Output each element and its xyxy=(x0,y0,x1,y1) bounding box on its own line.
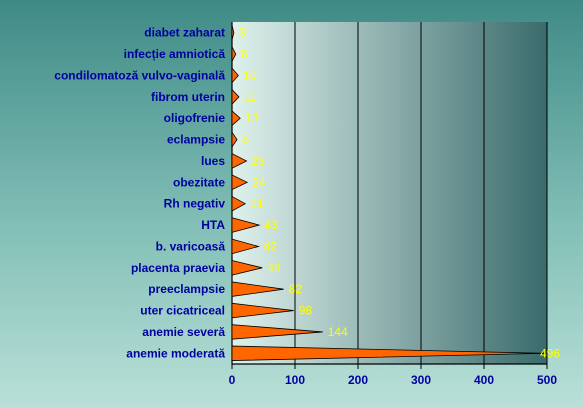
x-tick-label: 300 xyxy=(411,373,431,387)
bar xyxy=(231,67,239,84)
x-tick-label: 500 xyxy=(537,373,557,387)
value-label: 11 xyxy=(244,90,257,104)
category-label: condilomatoză vulvo-vaginală xyxy=(54,68,225,82)
value-label: 496 xyxy=(540,346,560,360)
plot-area xyxy=(232,22,547,364)
value-label: 82 xyxy=(289,282,303,296)
category-label: diabet zaharat xyxy=(144,26,225,40)
bar xyxy=(231,46,237,62)
value-label: 6 xyxy=(241,47,248,61)
bar xyxy=(231,217,261,233)
category-label: b. varicoasă xyxy=(156,239,226,253)
bar xyxy=(231,281,284,297)
bar xyxy=(231,238,260,255)
x-tick-label: 0 xyxy=(229,373,236,387)
category-label: uter cicatriceal xyxy=(140,304,225,318)
category-label: oligofrenie xyxy=(164,111,226,125)
bar xyxy=(231,88,240,106)
value-label: 23 xyxy=(251,154,265,168)
category-label: eclampsie xyxy=(167,133,225,147)
value-label: 13 xyxy=(245,111,259,125)
value-label: 42 xyxy=(263,239,277,253)
bar-series xyxy=(231,25,545,361)
x-tick-label: 400 xyxy=(474,373,494,387)
value-label: 3 xyxy=(239,26,246,40)
bar xyxy=(231,110,241,127)
bar xyxy=(231,302,294,319)
category-labels: diabet zaharat infecție amniotică condilom… xyxy=(54,26,225,361)
bar xyxy=(231,25,235,41)
category-label: fibrom uterin xyxy=(151,90,225,104)
bar xyxy=(231,174,249,191)
value-label: 48 xyxy=(267,261,281,275)
x-tick-labels: 0 100 200 300 400 500 xyxy=(229,373,558,387)
value-label: 10 xyxy=(243,68,257,82)
value-label: 43 xyxy=(264,218,278,232)
value-label: 98 xyxy=(299,304,313,318)
bar xyxy=(231,260,263,276)
category-label: obezitate xyxy=(173,175,225,189)
x-tick-label: 100 xyxy=(285,373,305,387)
category-label: preeclampsie xyxy=(148,282,225,296)
value-label: 21 xyxy=(250,197,264,211)
bar xyxy=(231,195,247,212)
bar xyxy=(231,324,323,340)
category-label: anemie severă xyxy=(142,325,225,339)
value-label: 8 xyxy=(242,133,249,147)
category-label: infecție amniotică xyxy=(124,47,226,61)
x-tick-label: 200 xyxy=(348,373,368,387)
category-label: HTA xyxy=(201,218,225,232)
category-label: anemie moderată xyxy=(126,346,225,360)
grid-lines xyxy=(294,22,548,364)
bar xyxy=(231,153,248,169)
category-label: Rh negativ xyxy=(164,197,226,211)
bar xyxy=(231,131,238,149)
category-label: lues xyxy=(201,154,225,168)
bar xyxy=(231,345,545,361)
value-label: 24 xyxy=(252,175,266,189)
category-label: placenta praevia xyxy=(131,261,225,275)
value-label: 144 xyxy=(328,325,348,339)
